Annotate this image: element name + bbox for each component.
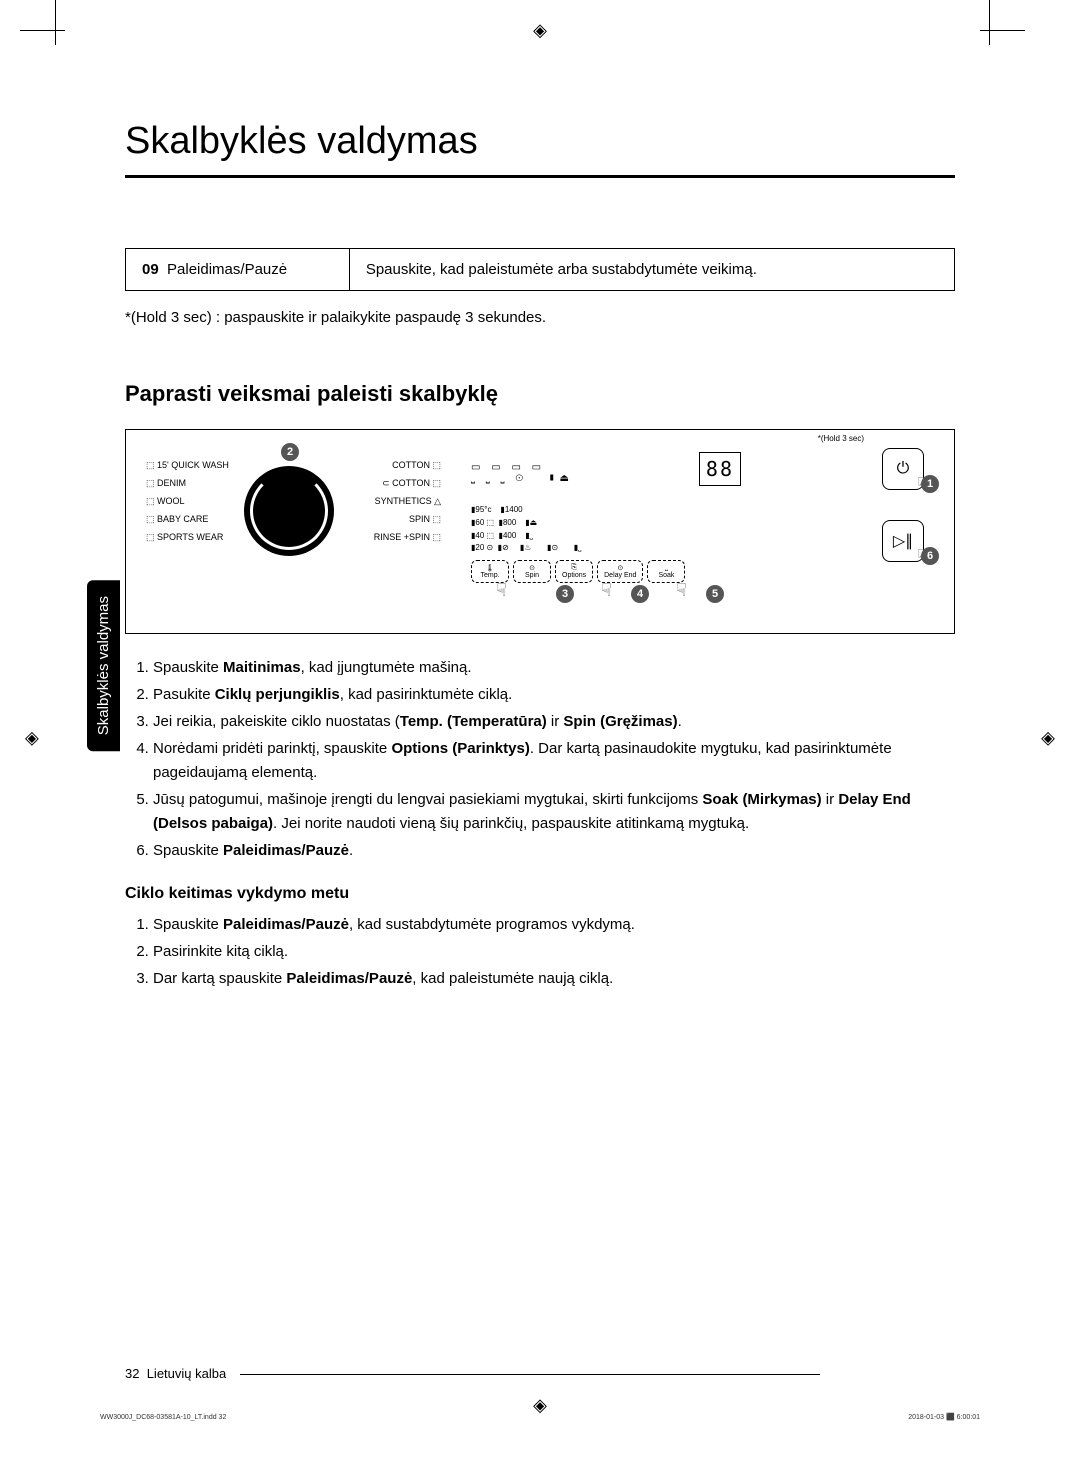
list-item: Spauskite Paleidimas/Pauzė, kad sustabdy… [153, 913, 955, 937]
hold-3sec-label: *(Hold 3 sec) [818, 434, 864, 443]
crop-mark-icon: ◈ [533, 20, 547, 41]
control-num-name: 09 Paleidimas/Pauzė [126, 249, 350, 291]
crop-mark-icon: ◈ [25, 728, 39, 749]
list-item: Spauskite Paleidimas/Pauzė. [153, 839, 955, 863]
page-footer: 32 Lietuvių kalba [125, 1366, 820, 1381]
steps-list: Spauskite Maitinimas, kad įjungtumėte ma… [153, 656, 955, 863]
dial-label: ⬚ SPORTS WEAR [146, 532, 223, 543]
dial-label: ⊂ COTTON ⬚ [382, 478, 441, 489]
section-title: Paprasti veiksmai paleisti skalbyklę [125, 381, 955, 407]
start-pause-button: ▷∥ ☟ 6 [882, 520, 924, 562]
list-item: Pasukite Ciklų perjungiklis, kad pasirin… [153, 683, 955, 707]
hold-note: *(Hold 3 sec) : paspauskite ir palaikyki… [125, 309, 955, 326]
display-panel: 88 ▭ ▭ ▭ ▭⎵ ⎵ ⎵ ⊙ ▮⏏ ▮95°c ▮1400 ▮60 ⬚ ▮… [471, 452, 751, 583]
cycle-dial-icon [244, 466, 334, 556]
settings-grid: ▮95°c ▮1400 ▮60 ⬚ ▮800 ▮⏏ ▮40 ⬚ ▮400 ▮⎵ … [471, 504, 751, 555]
list-item: Jei reikia, pakeiskite ciklo nuostatas (… [153, 710, 955, 734]
print-meta: WW3000J_DC68-03581A-10_LT.indd 32 [100, 1414, 226, 1421]
crop-mark-icon: ◈ [1041, 728, 1055, 749]
control-desc: Spauskite, kad paleistumėte arba sustabd… [349, 249, 954, 291]
dial-label: ⬚ WOOL [146, 496, 185, 507]
spin-button: ⊙Spin [513, 560, 551, 583]
callout-2: 2 [281, 443, 299, 461]
dial-label: ⬚ BABY CARE [146, 514, 208, 525]
list-item: Norėdami pridėti parinktį, spauskite Opt… [153, 737, 955, 785]
crop-mark-icon: ◈ [533, 1395, 547, 1416]
dial-label: RINSE +SPIN ⬚ [374, 532, 441, 543]
time-display: 88 [699, 452, 741, 486]
dial-label: ⬚ 15' QUICK WASH [146, 460, 229, 471]
dial-label: SPIN ⬚ [409, 514, 441, 525]
dial-label: SYNTHETICS △ [375, 496, 441, 507]
list-item: Jūsų patogumui, mašinoje įrengti du leng… [153, 788, 955, 836]
hand-icon: ☟ [676, 580, 687, 601]
control-panel-diagram: *(Hold 3 sec) 2 ⬚ 15' QUICK WASH ⬚ DENIM… [125, 429, 955, 634]
hand-icon: ☟ [601, 580, 612, 601]
list-item: Pasirinkite kitą ciklą. [153, 940, 955, 964]
options-button: ⎘Options [555, 560, 593, 583]
callout-4: 4 [631, 585, 649, 603]
callout-3: 3 [556, 585, 574, 603]
table-row: 09 Paleidimas/Pauzė Spauskite, kad palei… [126, 249, 955, 291]
page-title: Skalbyklės valdymas [125, 120, 955, 178]
control-table: 09 Paleidimas/Pauzė Spauskite, kad palei… [125, 248, 955, 291]
list-item: Spauskite Maitinimas, kad įjungtumėte ma… [153, 656, 955, 680]
right-buttons: ⏻ ☟ 1 ▷∥ ☟ 6 [882, 448, 932, 592]
list-item: Dar kartą spauskite Paleidimas/Pauzė, ka… [153, 967, 955, 991]
dial-label: COTTON ⬚ [392, 460, 441, 471]
steps-list-2: Spauskite Paleidimas/Pauzė, kad sustabdy… [153, 913, 955, 991]
print-meta: 2018-01-03 ⬛ 6:00:01 [908, 1413, 980, 1421]
dial-label: ⬚ DENIM [146, 478, 186, 489]
hand-icon: ☟ [496, 580, 507, 601]
sidebar-tab: Skalbyklės valdymas [87, 580, 120, 751]
callout-1: 1 [921, 475, 939, 493]
callout-5: 5 [706, 585, 724, 603]
power-button: ⏻ ☟ 1 [882, 448, 924, 490]
subsection-title: Ciklo keitimas vykdymo metu [125, 885, 955, 903]
callout-6: 6 [921, 547, 939, 565]
